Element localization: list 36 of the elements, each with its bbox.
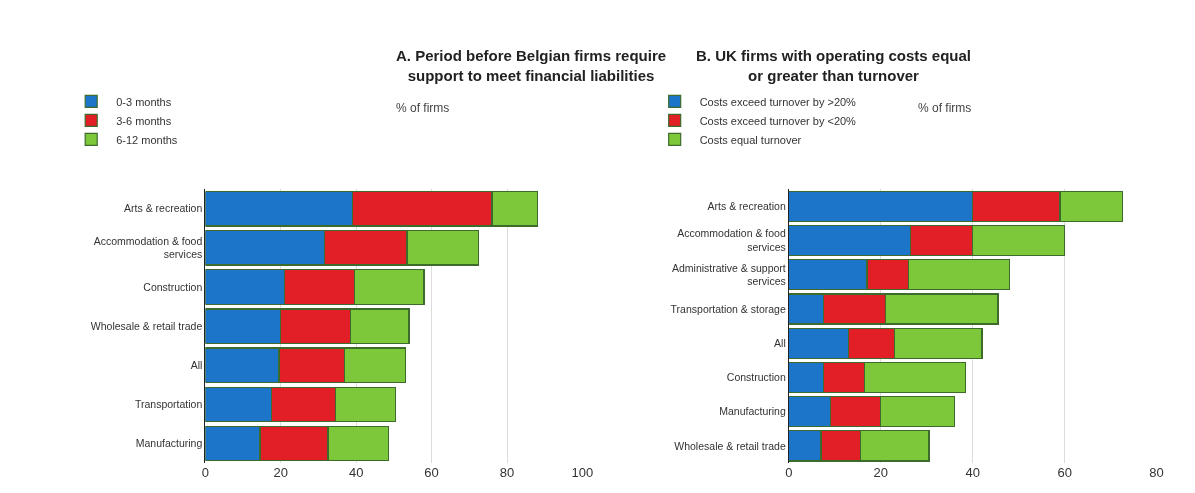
x-tick-label: 80 (1149, 465, 1164, 480)
legend-label: Costs exceed turnover by <20% (699, 114, 857, 127)
chart-subtitle: % of firms (396, 101, 450, 115)
chart-title: A. Period before Belgian firms require support to meet financial liabilities (396, 47, 667, 84)
y-tick-label: Transportation (134, 398, 203, 410)
x-tick-label: 80 (499, 465, 515, 480)
x-tick-label: 100 (571, 465, 594, 480)
x-tick-label: 60 (424, 465, 439, 480)
legend-label: Costs exceed turnover by >20% (699, 95, 857, 108)
y-tick-label: Arts & recreation (124, 202, 203, 215)
x-tick-label: 40 (965, 465, 980, 480)
legend-label: 3-6 months (116, 114, 172, 127)
y-tick-label: Wholesale & retail trade (90, 319, 203, 332)
y-tick-label: All (190, 358, 203, 371)
y-tick-label: Manufacturing (719, 405, 786, 418)
y-tick-label: Administrative & support services (671, 261, 786, 288)
chart-subtitle: % of firms (918, 101, 972, 115)
x-tick-label: 60 (1057, 465, 1072, 480)
y-tick-label: Accommodation & food services (677, 227, 786, 254)
legend-label: 0-3 months (116, 95, 172, 108)
x-tick-label: 0 (201, 465, 210, 480)
x-tick-label: 40 (348, 465, 364, 480)
y-tick-label: Arts & recreation (707, 200, 786, 212)
y-tick-label: Wholesale & retail trade (674, 439, 786, 452)
legend-label: 6-12 months (116, 133, 178, 146)
x-tick-label: 20 (873, 465, 889, 480)
y-tick-label: Accommodation & food services (93, 234, 203, 261)
y-tick-label: Transportation & storage (670, 302, 786, 315)
y-tick-label: Manufacturing (135, 437, 203, 450)
legend-label: Costs equal turnover (699, 133, 802, 146)
x-tick-label: 0 (785, 465, 793, 480)
y-tick-label: Construction (726, 371, 786, 384)
chart-title: B. UK firms with operating costs equal or greater than turnover (696, 47, 972, 84)
x-tick-label: 20 (273, 465, 289, 480)
y-tick-label: All (774, 336, 786, 349)
y-tick-label: Construction (143, 280, 203, 293)
